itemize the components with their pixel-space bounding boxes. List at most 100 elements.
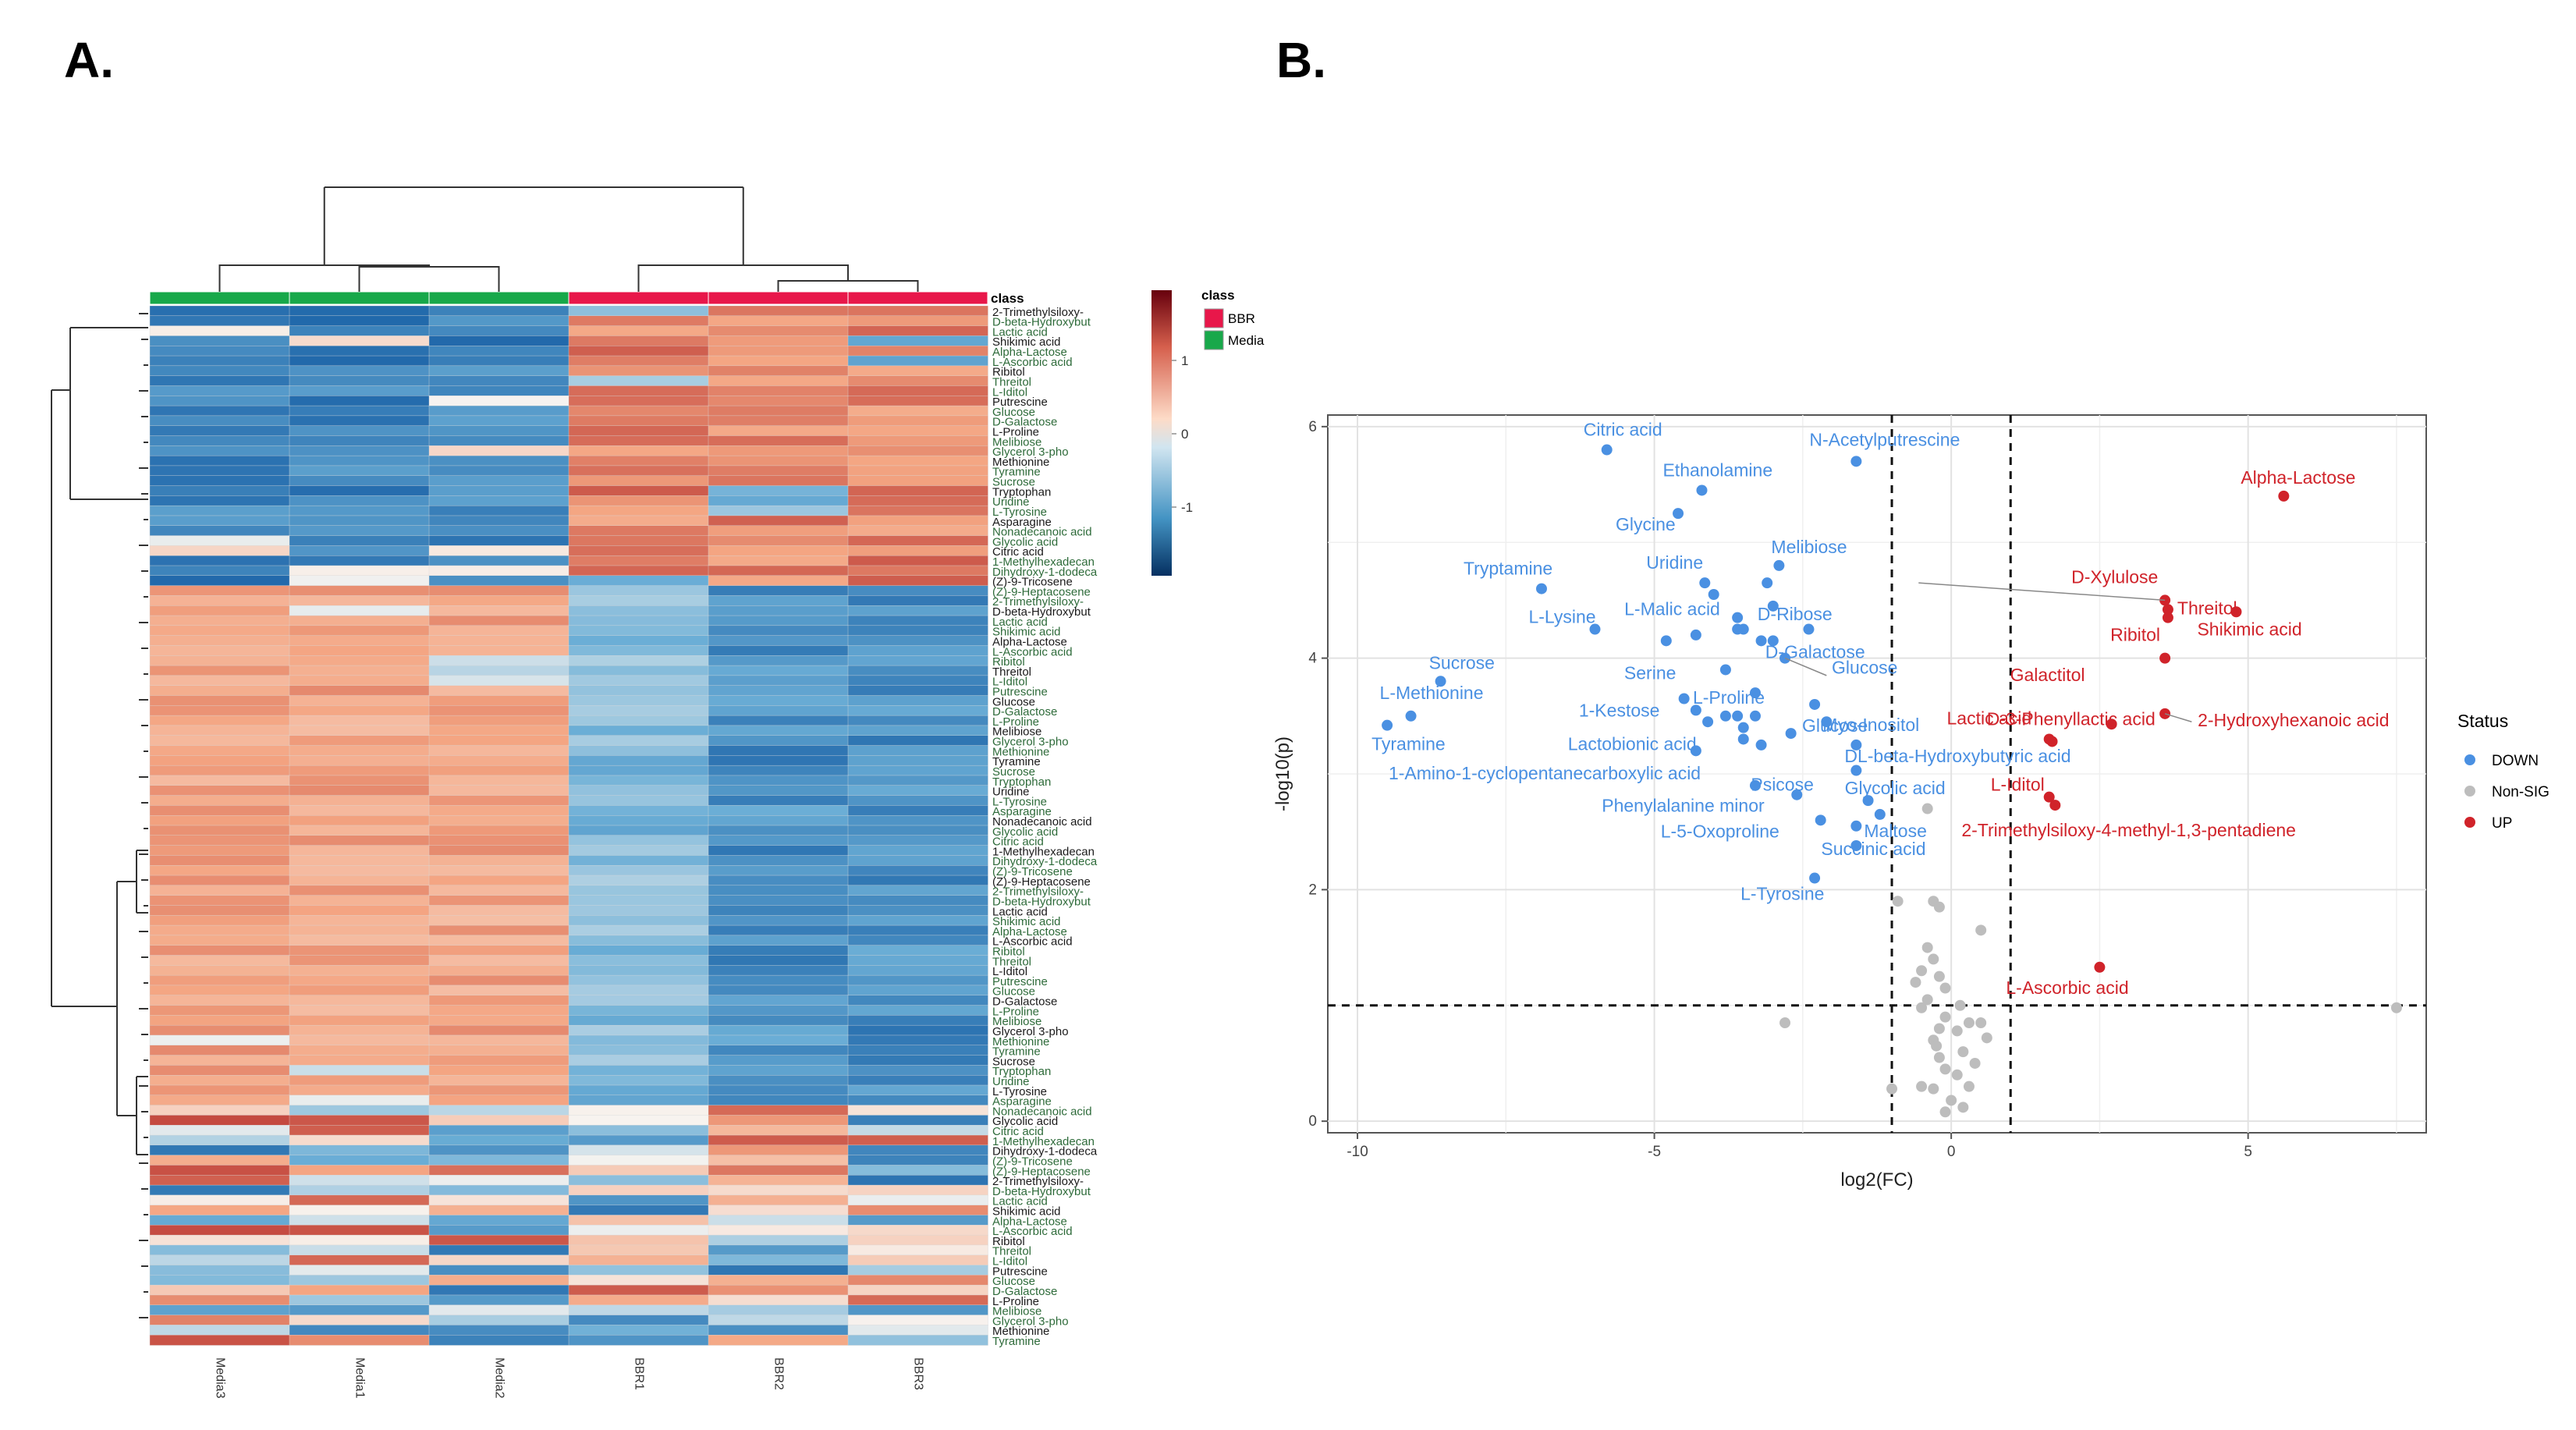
heatmap-cell bbox=[149, 835, 290, 846]
heatmap-cell bbox=[289, 1175, 430, 1186]
row-label: L-Proline bbox=[992, 1295, 1039, 1308]
heatmap-cell bbox=[149, 396, 290, 406]
heatmap-cell bbox=[428, 445, 569, 456]
heatmap-cell bbox=[289, 585, 430, 597]
heatmap-cell bbox=[708, 1254, 849, 1266]
heatmap-cell bbox=[149, 565, 290, 577]
heatmap-cell bbox=[568, 1095, 709, 1106]
heatmap-cell bbox=[289, 1304, 430, 1316]
class-bar-media bbox=[149, 291, 290, 305]
heatmap-cell bbox=[708, 1024, 849, 1036]
heatmap-cell bbox=[568, 675, 709, 687]
heatmap-cell bbox=[568, 635, 709, 647]
heatmap-cell bbox=[708, 495, 849, 506]
heatmap-cell bbox=[149, 1225, 290, 1236]
heatmap-cell bbox=[847, 335, 988, 346]
color-scale-tick-label: -1 bbox=[1181, 500, 1193, 515]
heatmap-cell bbox=[289, 425, 430, 437]
row-label: Threitol bbox=[992, 1245, 1031, 1258]
point-ns bbox=[1933, 970, 1945, 982]
point-label: Uridine bbox=[1646, 552, 1703, 573]
heatmap-cell bbox=[847, 445, 988, 456]
heatmap-cell bbox=[708, 665, 849, 676]
heatmap-cell bbox=[847, 1055, 988, 1066]
heatmap-cell bbox=[149, 735, 290, 747]
heatmap-cell bbox=[428, 365, 569, 377]
heatmap-cell bbox=[149, 495, 290, 506]
heatmap-cell bbox=[568, 335, 709, 346]
heatmap-cell bbox=[847, 1005, 988, 1017]
point-label: Phenylalanine minor bbox=[1602, 796, 1765, 816]
point-down bbox=[1737, 623, 1749, 635]
row-label: Lactic acid bbox=[992, 325, 1048, 339]
heatmap-cell bbox=[708, 605, 849, 616]
heatmap-cell bbox=[428, 1125, 569, 1136]
point-down bbox=[1405, 710, 1417, 722]
point-label: Myo-Inositol bbox=[1822, 715, 1919, 735]
heatmap-cell bbox=[289, 924, 430, 936]
row-label: Dihydroxy-1-dodeca bbox=[992, 855, 1098, 868]
heatmap-cell bbox=[149, 1315, 290, 1326]
row-label: 1-Methylhexadecan bbox=[992, 845, 1095, 858]
row-label: Glycerol 3-pho bbox=[992, 736, 1069, 749]
point-label: 1-Amino-1-cyclopentanecarboxylic acid bbox=[1389, 763, 1701, 783]
point-up bbox=[2106, 719, 2117, 730]
heatmap-cell bbox=[847, 545, 988, 556]
point-up bbox=[2094, 961, 2106, 973]
point-ns bbox=[1939, 982, 1951, 994]
heatmap-cell bbox=[149, 1165, 290, 1176]
heatmap-cell bbox=[289, 1074, 430, 1086]
heatmap-cell bbox=[708, 865, 849, 876]
heatmap-cell bbox=[149, 465, 290, 477]
heatmap-cell bbox=[149, 305, 290, 317]
class-legend-title: class bbox=[1201, 288, 1235, 303]
row-label: (Z)-9-Tricosene bbox=[992, 1155, 1073, 1168]
heatmap-cell bbox=[289, 1105, 430, 1116]
heatmap-cell bbox=[847, 775, 988, 786]
point-down bbox=[1702, 716, 1714, 728]
heatmap-cell bbox=[847, 535, 988, 547]
heatmap-cell bbox=[149, 575, 290, 587]
row-label: D-Galactose bbox=[992, 1285, 1057, 1298]
point-ns bbox=[1921, 803, 1933, 814]
heatmap-cell bbox=[847, 1144, 988, 1156]
heatmap-cell bbox=[428, 885, 569, 896]
heatmap-cell bbox=[289, 1294, 430, 1306]
heatmap-cell bbox=[149, 1334, 290, 1346]
heatmap-cell bbox=[708, 1294, 849, 1306]
heatmap-cell bbox=[847, 435, 988, 447]
heatmap-cell bbox=[847, 885, 988, 896]
heatmap-cell bbox=[708, 985, 849, 996]
heatmap-cell bbox=[708, 635, 849, 647]
heatmap-cell bbox=[428, 735, 569, 747]
heatmap-cell bbox=[289, 475, 430, 487]
heatmap-cell bbox=[149, 895, 290, 907]
row-label: Melibiose bbox=[992, 1305, 1041, 1318]
sample-label: BBR3 bbox=[911, 1357, 924, 1390]
heatmap-cell bbox=[289, 1334, 430, 1346]
heatmap-cell bbox=[708, 625, 849, 637]
heatmap-cell bbox=[568, 965, 709, 976]
point-down bbox=[1749, 779, 1761, 791]
heatmap-cell bbox=[428, 1184, 569, 1196]
heatmap-cell bbox=[149, 475, 290, 487]
heatmap-cell bbox=[847, 415, 988, 427]
heatmap-cell bbox=[568, 346, 709, 357]
heatmap-cell bbox=[847, 1244, 988, 1256]
heatmap-cell bbox=[149, 1215, 290, 1226]
heatmap-cell bbox=[847, 455, 988, 467]
heatmap-cell bbox=[149, 445, 290, 456]
point-down bbox=[1382, 719, 1393, 731]
heatmap-cell bbox=[149, 1205, 290, 1216]
heatmap-cell bbox=[149, 1254, 290, 1266]
heatmap-cell bbox=[289, 545, 430, 556]
heatmap-cell bbox=[708, 425, 849, 437]
heatmap-cell bbox=[289, 595, 430, 606]
heatmap-cell bbox=[289, 1034, 430, 1046]
heatmap-cell bbox=[568, 825, 709, 836]
point-label: Serine bbox=[1624, 662, 1676, 683]
row-label: 1-Methylhexadecan bbox=[992, 1135, 1095, 1148]
row-label: L-Iditol bbox=[992, 676, 1027, 689]
heatmap-cell bbox=[568, 1065, 709, 1076]
heatmap-cell bbox=[289, 605, 430, 616]
